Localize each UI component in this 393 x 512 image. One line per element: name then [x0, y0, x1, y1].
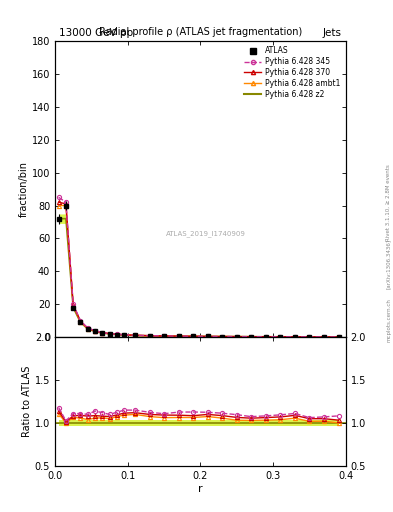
- Text: mcplots.cern.ch: mcplots.cern.ch: [386, 298, 391, 342]
- Legend: ATLAS, Pythia 6.428 345, Pythia 6.428 370, Pythia 6.428 ambt1, Pythia 6.428 z2: ATLAS, Pythia 6.428 345, Pythia 6.428 37…: [243, 45, 342, 100]
- Text: [arXiv:1306.3436]: [arXiv:1306.3436]: [386, 239, 391, 289]
- X-axis label: r: r: [198, 483, 203, 494]
- Text: ATLAS_2019_I1740909: ATLAS_2019_I1740909: [166, 230, 246, 237]
- Y-axis label: fraction/bin: fraction/bin: [19, 161, 29, 217]
- Y-axis label: Ratio to ATLAS: Ratio to ATLAS: [22, 366, 32, 437]
- Text: Jets: Jets: [323, 28, 342, 38]
- Text: 13000 GeV pp: 13000 GeV pp: [59, 28, 133, 38]
- Title: Radial profile ρ (ATLAS jet fragmentation): Radial profile ρ (ATLAS jet fragmentatio…: [99, 28, 302, 37]
- Text: Rivet 3.1.10, ≥ 2.8M events: Rivet 3.1.10, ≥ 2.8M events: [386, 164, 391, 241]
